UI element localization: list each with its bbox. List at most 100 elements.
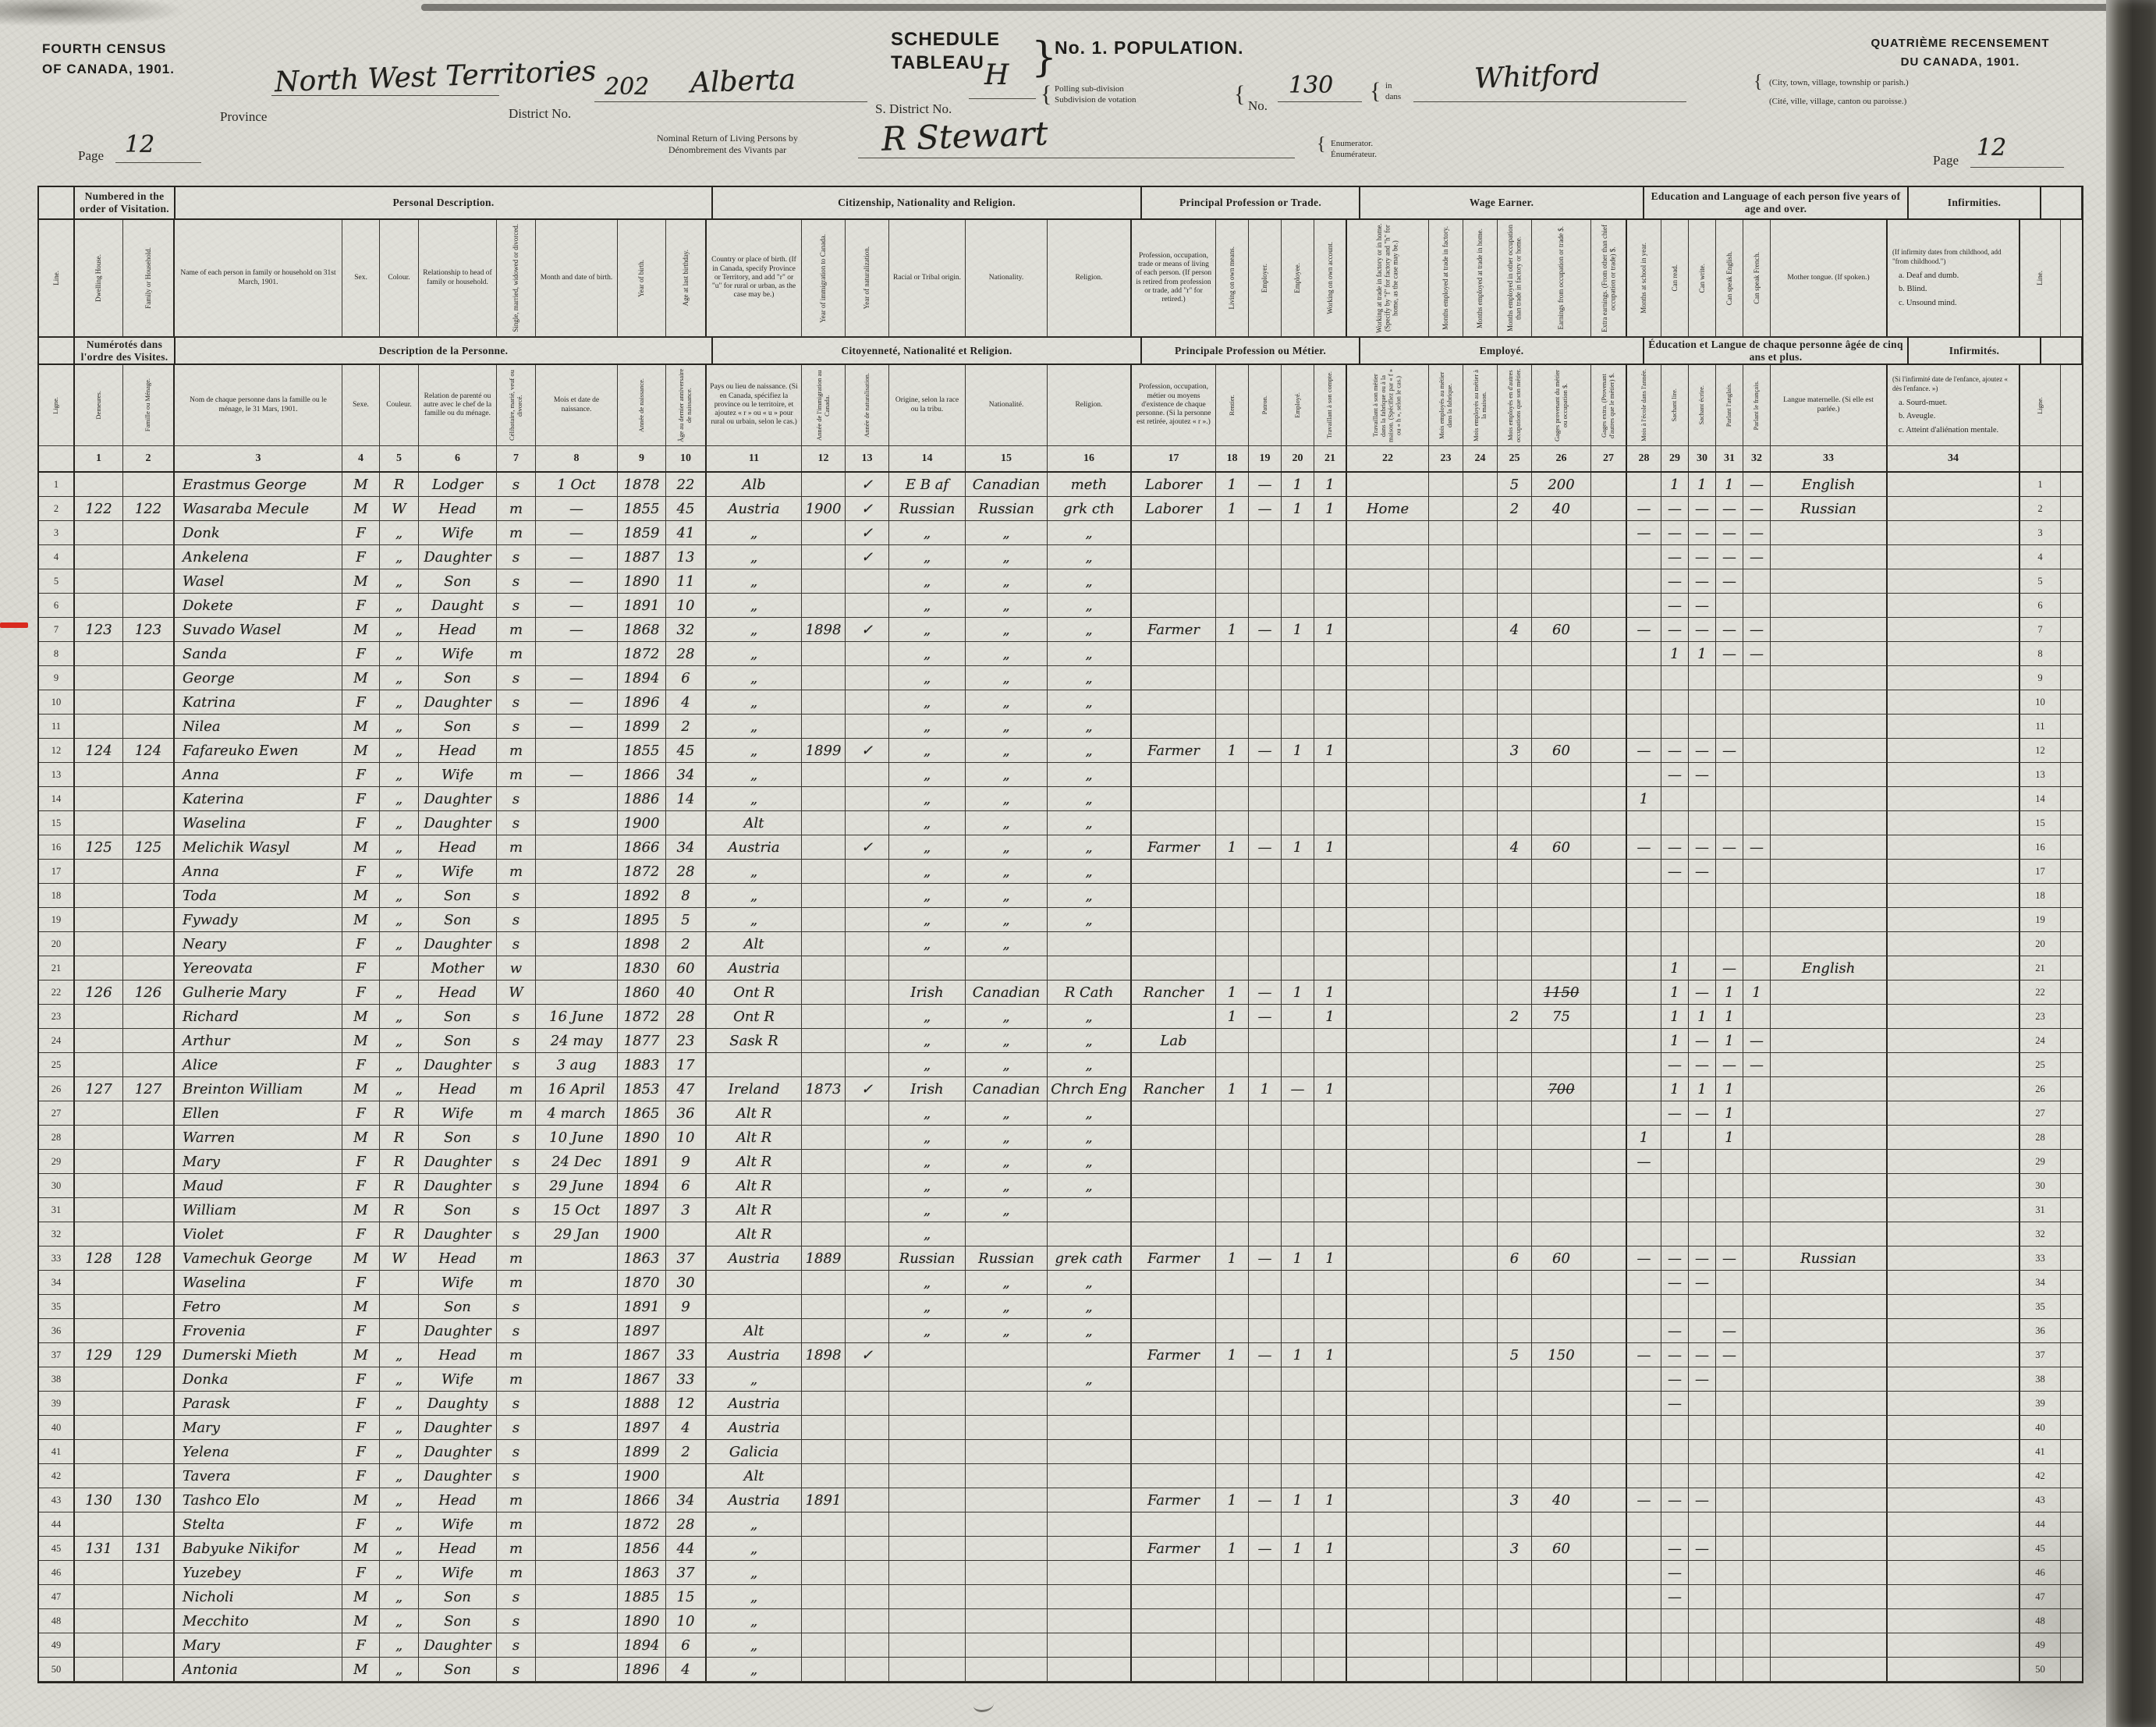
col-number-33: 33 (1771, 446, 1888, 471)
cell-c29: — (1661, 497, 1689, 520)
cell-c6: Wife (419, 763, 497, 786)
cell-c17 (1132, 811, 1216, 835)
cell-c7: W (497, 981, 536, 1004)
cell-c8 (536, 1367, 618, 1391)
cell-c16: „ (1048, 1005, 1132, 1028)
cell-c17 (1132, 1585, 1216, 1608)
cell-c32 (1743, 1271, 1771, 1294)
cell-c21 (1314, 1150, 1347, 1173)
cell-c3: Toda (175, 884, 342, 907)
cell-c6: Daughter (419, 787, 497, 810)
table-row: 14 Katerina F „ Daughter s 1886 14 „ „ „ „ 1 14 (39, 787, 2082, 811)
cell-c13 (846, 1222, 889, 1246)
cell-c9: 1867 (618, 1367, 666, 1391)
cell-c6: Son (419, 1005, 497, 1028)
table-row: 6 Dokete F „ Daught s —1891 10 „ „ „ „ — —6 (39, 594, 2082, 618)
cell-c1 (75, 521, 123, 544)
cell-c34 (1888, 1343, 2020, 1367)
cell-c3: Katerina (175, 787, 342, 810)
cell-c11: „ (707, 1585, 802, 1608)
cell-c19 (1249, 1029, 1282, 1052)
cell-c1 (75, 1101, 123, 1125)
cell-c29 (1661, 884, 1689, 907)
cell-c14: „ (889, 1126, 966, 1149)
cell-c21 (1314, 594, 1347, 617)
line-number-right: 25 (2020, 1053, 2061, 1076)
cell-c11: Alt R (707, 1174, 802, 1197)
cell-c25 (1498, 932, 1532, 956)
cell-c32 (1743, 908, 1771, 931)
cell-c28 (1627, 594, 1661, 617)
cell-c1 (75, 763, 123, 786)
cell-c12 (802, 1392, 846, 1415)
cell-c16: „ (1048, 811, 1132, 835)
cell-c27 (1591, 860, 1627, 883)
cell-c26 (1532, 545, 1591, 569)
cell-c17 (1132, 1392, 1216, 1415)
col-header-17-en: Profession, occupation, trade or means o… (1132, 220, 1216, 336)
cell-c29 (1661, 690, 1689, 714)
cell-c14: Irish (889, 1077, 966, 1101)
cell-c8 (536, 1392, 618, 1415)
cell-c15: „ (966, 618, 1048, 641)
cell-c18 (1216, 569, 1249, 593)
cell-c7: m (497, 763, 536, 786)
cell-c23 (1429, 1150, 1463, 1173)
cell-c16: „ (1048, 884, 1132, 907)
cell-c15: „ (966, 642, 1048, 665)
cell-c32 (1743, 1561, 1771, 1584)
cell-c33 (1771, 908, 1888, 931)
cell-c22 (1347, 1512, 1429, 1536)
cell-c5: „ (380, 569, 419, 593)
cell-c28: — (1627, 835, 1661, 859)
cell-c13: ✓ (846, 835, 889, 859)
cell-c32 (1743, 1633, 1771, 1657)
cell-c3: Gulherie Mary (175, 981, 342, 1004)
cell-c21: 1 (1314, 497, 1347, 520)
cell-c20: 1 (1282, 981, 1314, 1004)
cell-c15 (966, 1367, 1048, 1391)
cell-c33 (1771, 1440, 1888, 1463)
line-number-right: 4 (2020, 545, 2061, 569)
cell-c9: 1855 (618, 497, 666, 520)
cell-c22 (1347, 1101, 1429, 1125)
cell-c1 (75, 1198, 123, 1222)
cell-c14 (889, 1537, 966, 1560)
cell-c23 (1429, 739, 1463, 762)
cell-c24 (1463, 1343, 1498, 1367)
line-number-left: 40 (39, 1416, 75, 1439)
cell-c28 (1627, 1416, 1661, 1439)
cell-c7: w (497, 956, 536, 980)
line-number-right: 46 (2020, 1561, 2061, 1584)
cell-c29 (1661, 932, 1689, 956)
cell-c17 (1132, 884, 1216, 907)
cell-c5: „ (380, 690, 419, 714)
cell-c21: 1 (1314, 618, 1347, 641)
col-header-14-fr: Origine, selon la race ou la tribu. (889, 365, 966, 445)
cell-c7: s (497, 1029, 536, 1052)
cell-c9: 1900 (618, 1464, 666, 1488)
cell-c18 (1216, 1585, 1249, 1608)
cell-c31 (1716, 594, 1743, 617)
page-no-left: 12 (125, 131, 155, 158)
cell-c12 (802, 763, 846, 786)
cell-c5: „ (380, 1440, 419, 1463)
cell-c19 (1249, 1561, 1282, 1584)
cell-c24 (1463, 811, 1498, 835)
page-no-right: 12 (1977, 134, 2007, 161)
cell-c13 (846, 908, 889, 931)
cell-c19 (1249, 787, 1282, 810)
cell-c15: „ (966, 787, 1048, 810)
cell-c13 (846, 1053, 889, 1076)
line-number-left: 43 (39, 1488, 75, 1512)
line-number-left: 8 (39, 642, 75, 665)
cell-c2 (123, 956, 175, 980)
cell-c29: — (1661, 594, 1689, 617)
cell-c9: 1883 (618, 1053, 666, 1076)
cell-c24 (1463, 1658, 1498, 1681)
cell-c30 (1689, 1633, 1716, 1657)
cell-c30: — (1689, 618, 1716, 641)
cell-c4: F (342, 932, 380, 956)
cell-c19 (1249, 569, 1282, 593)
cell-c3: Waselina (175, 811, 342, 835)
